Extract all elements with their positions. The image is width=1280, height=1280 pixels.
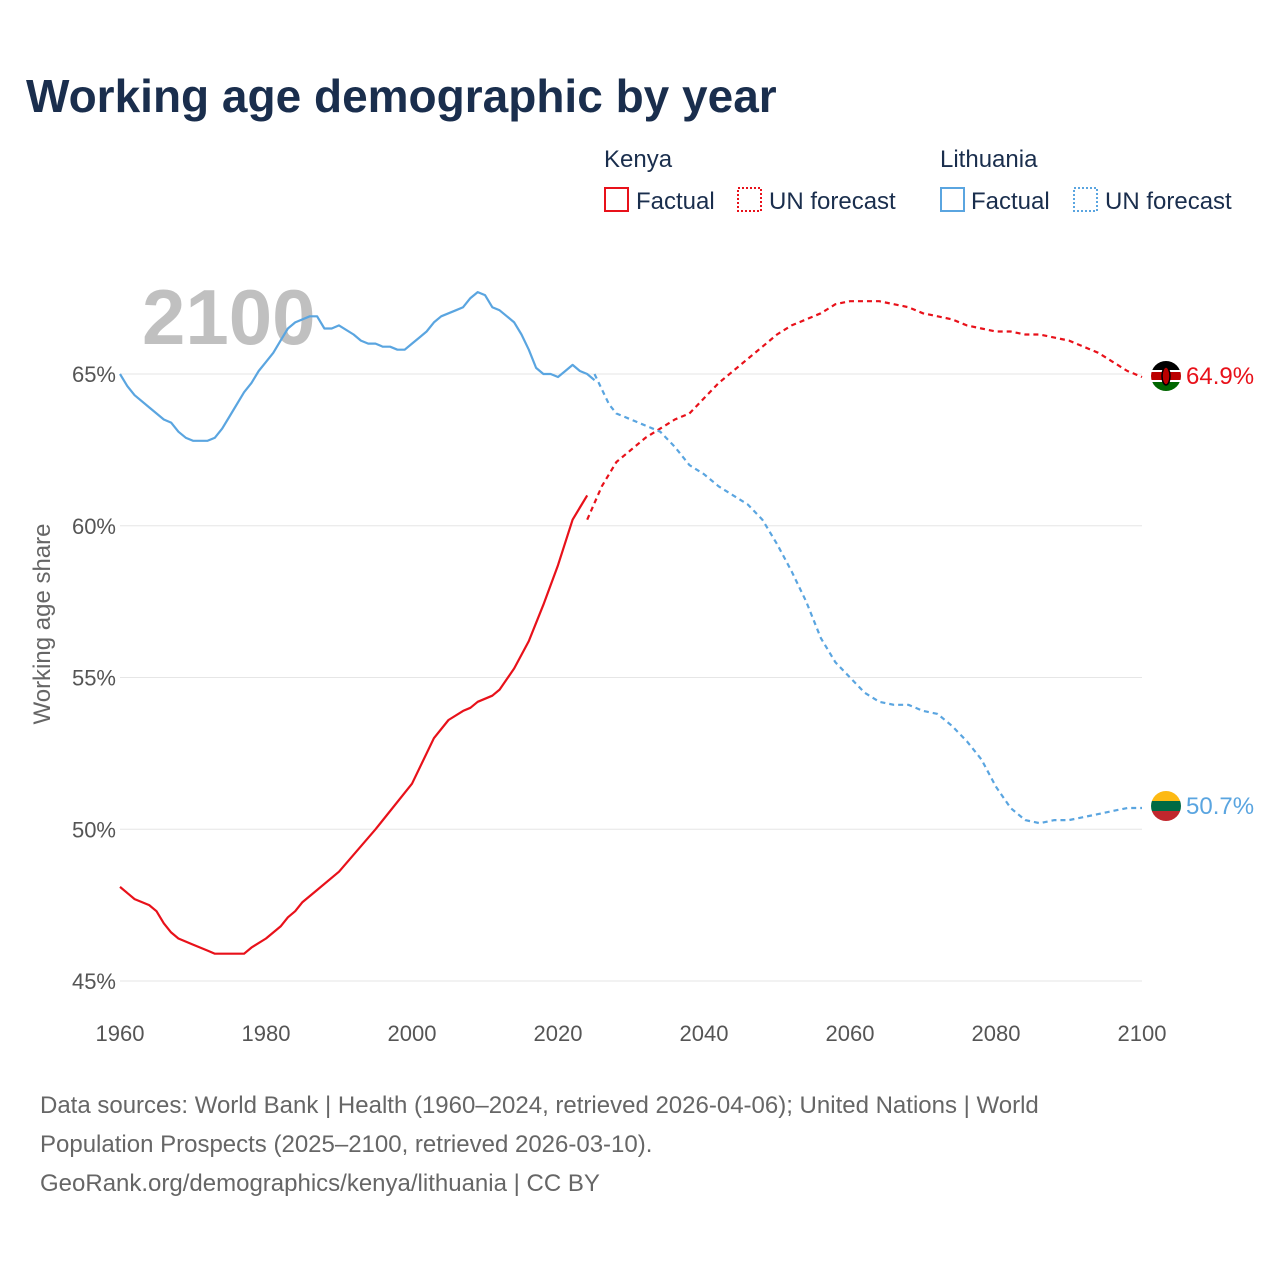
legend-kenya-factual-swatch (604, 187, 629, 212)
kenya-end-value: 64.9% (1186, 363, 1254, 390)
kenya-forecast-line (586, 300, 1143, 521)
legend-kenya-forecast-label: UN forecast (769, 188, 896, 215)
x-tick-label: 2000 (388, 1021, 437, 1046)
legend-lithuania-forecast-label: UN forecast (1105, 188, 1232, 215)
x-tick-label: 2020 (534, 1021, 583, 1046)
current-year-watermark: 2100 (142, 273, 316, 361)
y-tick-label: 65% (72, 362, 116, 387)
kenya-flag-green-band (1151, 382, 1181, 391)
y-axis-ticks: 45% 50% 55% 60% 65% (72, 362, 116, 994)
x-tick-label: 1980 (242, 1021, 291, 1046)
x-tick-label: 2100 (1118, 1021, 1167, 1046)
lithuania-forecast-line (593, 373, 1142, 825)
gridlines (120, 373, 1142, 982)
kenya-flag-shield (1161, 366, 1171, 386)
lithuania-factual-line (119, 291, 596, 442)
y-tick-label: 45% (72, 969, 116, 994)
y-axis-label: Working age share (29, 524, 56, 725)
legend-lithuania-factual-label: Factual (971, 188, 1050, 215)
x-tick-label: 2060 (826, 1021, 875, 1046)
kenya-flag-marker (1151, 361, 1181, 391)
lithuania-flag-marker (1151, 791, 1181, 821)
chart-title: Working age demographic by year (26, 70, 777, 122)
lithuania-flag-yellow-band (1151, 791, 1181, 801)
legend-lithuania-factual-swatch (940, 187, 965, 212)
legend-group-lithuania: Lithuania (940, 146, 1038, 173)
legend-lithuania-forecast-swatch (1073, 187, 1098, 212)
kenya-flag-black-band (1151, 361, 1181, 370)
x-axis-ticks: 1960 1980 2000 2020 2040 2060 2080 2100 (96, 1021, 1167, 1046)
x-tick-label: 1960 (96, 1021, 145, 1046)
footer-sources-line1: Data sources: World Bank | Health (1960–… (40, 1092, 1039, 1119)
legend: Kenya Factual UN forecast Lithuania Fact… (604, 146, 1232, 215)
y-tick-label: 60% (72, 514, 116, 539)
x-tick-label: 2080 (972, 1021, 1021, 1046)
legend-group-kenya: Kenya (604, 146, 673, 173)
legend-kenya-forecast-swatch (737, 187, 762, 212)
kenya-factual-line (119, 494, 589, 955)
series-lines (119, 291, 1143, 955)
y-tick-label: 55% (72, 666, 116, 691)
y-tick-label: 50% (72, 817, 116, 842)
x-tick-label: 2040 (680, 1021, 729, 1046)
lithuania-flag-red-band (1151, 811, 1181, 821)
lithuania-flag-green-band (1151, 801, 1181, 811)
footer-attribution[interactable]: GeoRank.org/demographics/kenya/lithuania… (40, 1170, 600, 1197)
legend-kenya-factual-label: Factual (636, 188, 715, 215)
lithuania-end-value: 50.7% (1186, 793, 1254, 820)
footer-sources-line2: Population Prospects (2025–2100, retriev… (40, 1131, 652, 1158)
